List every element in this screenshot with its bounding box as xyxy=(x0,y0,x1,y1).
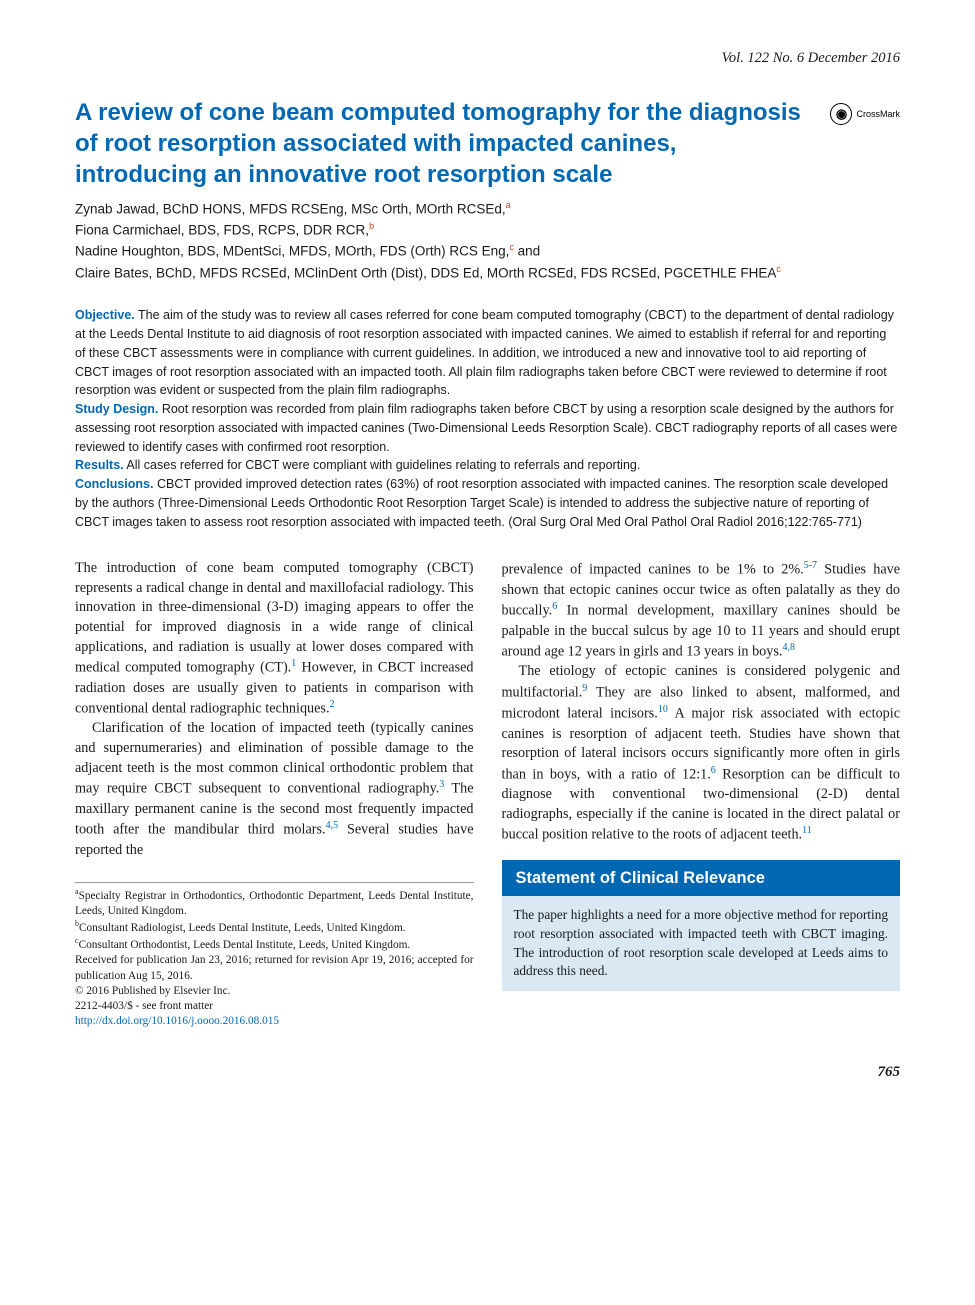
crossmark-icon: ◉ xyxy=(830,103,852,125)
footnote-issn: 2212-4403/$ - see front matter xyxy=(75,999,474,1014)
author-1-aff: a xyxy=(506,200,511,210)
ref-4-5[interactable]: 4,5 xyxy=(326,820,339,831)
col2-p1: prevalence of impacted canines to be 1% … xyxy=(502,559,901,662)
col1-p1a: The introduction of cone beam computed t… xyxy=(75,560,474,676)
author-2: Fiona Carmichael, BDS, FDS, RCPS, DDR RC… xyxy=(75,222,369,237)
author-3: Nadine Houghton, BDS, MDentSci, MFDS, MO… xyxy=(75,244,509,259)
col2-p1a: prevalence of impacted canines to be 1% … xyxy=(502,562,804,578)
col1-p2: Clarification of the location of impacte… xyxy=(75,719,474,860)
column-left: The introduction of cone beam computed t… xyxy=(75,559,474,1029)
abstract-objective-label: Objective. xyxy=(75,308,135,322)
author-1: Zynab Jawad, BChD HONS, MFDS RCSEng, MSc… xyxy=(75,201,506,216)
authors-block: Zynab Jawad, BChD HONS, MFDS RCSEng, MSc… xyxy=(75,199,900,285)
abstract-studydesign-label: Study Design. xyxy=(75,402,158,416)
abstract-results-text: All cases referred for CBCT were complia… xyxy=(124,458,641,472)
footnote-b-text: Consultant Radiologist, Leeds Dental Ins… xyxy=(79,922,406,934)
author-2-aff: b xyxy=(369,221,374,231)
crossmark-label: CrossMark xyxy=(856,109,900,119)
abstract-block: Objective. The aim of the study was to r… xyxy=(75,306,900,531)
footnote-a-text: Specialty Registrar in Orthodontics, Ort… xyxy=(75,890,474,917)
col1-p1: The introduction of cone beam computed t… xyxy=(75,559,474,719)
clinical-relevance-box: Statement of Clinical Relevance The pape… xyxy=(502,860,901,991)
ref-10[interactable]: 10 xyxy=(658,704,668,715)
col1-p2a: Clarification of the location of impacte… xyxy=(75,720,474,797)
abstract-objective-text: The aim of the study was to review all c… xyxy=(75,308,894,397)
doi-link[interactable]: http://dx.doi.org/10.1016/j.oooo.2016.08… xyxy=(75,1014,474,1029)
ref-5-7[interactable]: 5-7 xyxy=(804,560,817,571)
abstract-studydesign-text: Root resorption was recorded from plain … xyxy=(75,402,897,454)
author-3-trail: and xyxy=(514,244,540,259)
author-4-aff: c xyxy=(776,264,781,274)
clinical-relevance-body: The paper highlights a need for a more o… xyxy=(502,896,901,990)
clinical-relevance-header: Statement of Clinical Relevance xyxy=(502,860,901,897)
page-number: 765 xyxy=(75,1064,900,1081)
issue-header: Vol. 122 No. 6 December 2016 xyxy=(75,50,900,67)
ref-2[interactable]: 2 xyxy=(330,699,335,710)
abstract-results-label: Results. xyxy=(75,458,124,472)
footnote-c-text: Consultant Orthodontist, Leeds Dental In… xyxy=(79,939,411,951)
crossmark-badge[interactable]: ◉ CrossMark xyxy=(830,103,900,125)
ref-4-8[interactable]: 4,8 xyxy=(782,642,795,653)
footnote-c: cConsultant Orthodontist, Leeds Dental I… xyxy=(75,936,474,953)
col2-p1c: In normal development, maxillary canines… xyxy=(502,603,901,660)
col2-p2: The etiology of ectopic canines is consi… xyxy=(502,662,901,845)
article-title: A review of cone beam computed tomograph… xyxy=(75,97,810,191)
abstract-conclusions-text: CBCT provided improved detection rates (… xyxy=(75,477,888,529)
body-columns: The introduction of cone beam computed t… xyxy=(75,559,900,1029)
author-4: Claire Bates, BChD, MFDS RCSEd, MClinDen… xyxy=(75,265,776,280)
footnote-b: bConsultant Radiologist, Leeds Dental In… xyxy=(75,919,474,936)
title-row: A review of cone beam computed tomograph… xyxy=(75,97,900,191)
abstract-conclusions-label: Conclusions. xyxy=(75,477,153,491)
footnotes: aSpecialty Registrar in Orthodontics, Or… xyxy=(75,882,474,1030)
column-right: prevalence of impacted canines to be 1% … xyxy=(502,559,901,1029)
ref-11[interactable]: 11 xyxy=(802,825,812,836)
footnote-a: aSpecialty Registrar in Orthodontics, Or… xyxy=(75,887,474,919)
footnote-received: Received for publication Jan 23, 2016; r… xyxy=(75,953,474,984)
footnote-copyright: © 2016 Published by Elsevier Inc. xyxy=(75,984,474,999)
